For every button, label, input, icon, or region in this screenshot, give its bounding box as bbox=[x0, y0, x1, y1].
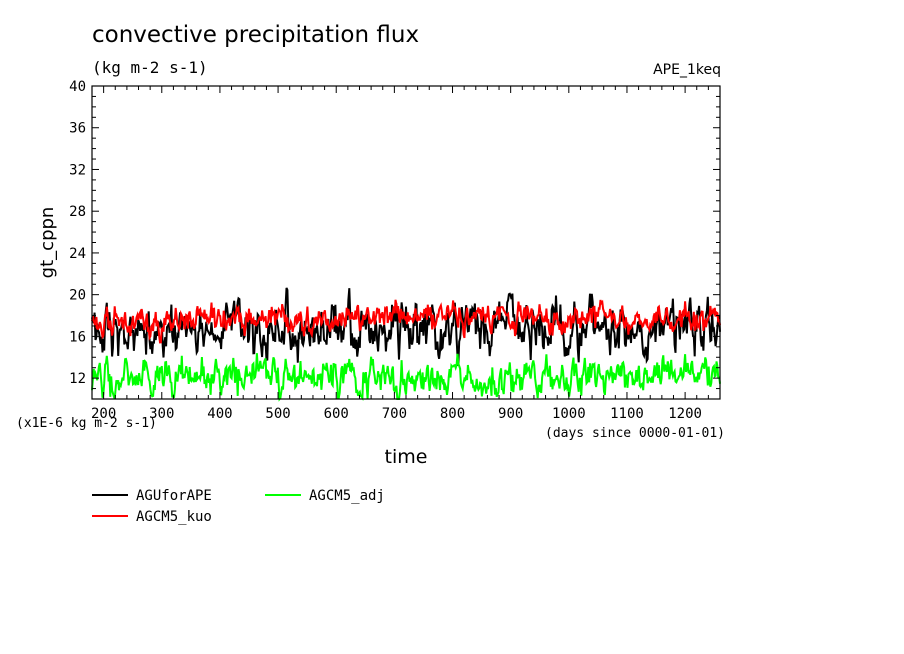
y-tick-label: 20 bbox=[69, 288, 86, 304]
run-label: APE_1keq bbox=[653, 62, 721, 78]
y-tick-label: 24 bbox=[69, 246, 86, 262]
legend: AGUforAPE AGCM5_kuo AGCM5_adj bbox=[92, 488, 385, 525]
tick-group: 12 16 20 24 28 32 36 40 200 300 400 500 600 700 800 900… bbox=[69, 79, 721, 422]
x-tick-label: 400 bbox=[207, 406, 232, 422]
x-tick-label: 1200 bbox=[668, 406, 702, 422]
x-tick-label: 1100 bbox=[610, 406, 644, 422]
plot-frame bbox=[91, 85, 721, 400]
y-tick-label: 36 bbox=[69, 121, 86, 137]
series-line-AGCM5_adj bbox=[91, 353, 721, 402]
series-line-AGUforAPE bbox=[91, 287, 721, 366]
legend-label: AGCM5_adj bbox=[309, 488, 385, 504]
y-axis-label: gt_cppn bbox=[37, 207, 58, 279]
x-tick-label: 500 bbox=[265, 406, 290, 422]
x-axis-label: time bbox=[385, 446, 428, 468]
y-tick-label: 12 bbox=[69, 371, 86, 387]
series-group bbox=[91, 287, 721, 402]
y-tick-label: 16 bbox=[69, 329, 86, 345]
y-tick-label: 32 bbox=[69, 162, 86, 178]
chart-title: convective precipitation flux bbox=[92, 22, 420, 48]
y-tick-label: 28 bbox=[69, 204, 86, 220]
x-tick-label: 200 bbox=[91, 406, 116, 422]
x-units-label: (days since 0000-01-01) bbox=[545, 426, 726, 441]
x-tick-label: 700 bbox=[382, 406, 407, 422]
chart-units: (kg m-2 s-1) bbox=[92, 58, 208, 77]
x-tick-label: 600 bbox=[324, 406, 349, 422]
y-tick-label: 40 bbox=[69, 79, 86, 95]
x-tick-label: 800 bbox=[440, 406, 465, 422]
x-tick-label: 900 bbox=[498, 406, 523, 422]
x-tick-label: 1000 bbox=[552, 406, 586, 422]
legend-label: AGUforAPE bbox=[136, 488, 212, 504]
y-scale-label: (x1E-6 kg m-2 s-1) bbox=[16, 416, 157, 431]
x-tick-label: 300 bbox=[149, 406, 174, 422]
legend-label: AGCM5_kuo bbox=[136, 509, 212, 525]
series-line-AGCM5_kuo bbox=[91, 299, 721, 344]
